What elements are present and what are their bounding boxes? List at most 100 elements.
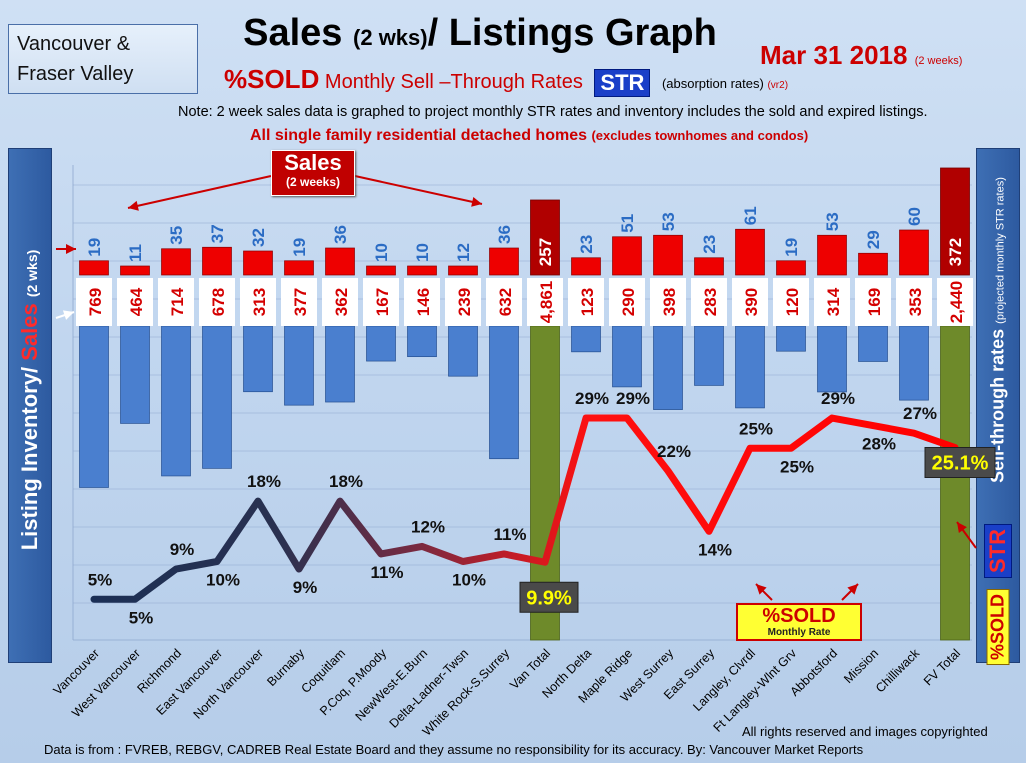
inventory-bar-12 [571,325,601,353]
inventory-bar-2 [161,325,191,477]
inventory-label-2: 714 [168,287,187,316]
region-line-1: Vancouver & [17,33,131,55]
inventory-label-box-21 [937,278,973,326]
str-label-15: 14% [698,540,732,559]
inventory-label-box-5 [281,278,317,326]
sales-bar-18 [817,234,847,276]
str-label-6: 18% [329,472,363,491]
inventory-label-16: 390 [742,288,761,316]
inventory-bar-15 [694,325,724,386]
str-label-14: 22% [657,442,691,461]
inventory-bar-5 [284,325,314,406]
title-period: (2 wks) [353,25,428,50]
str-label-4: 18% [247,472,281,491]
sales-bar-12 [571,257,601,276]
sales-arrow-right [354,175,483,205]
inventory-label-15: 283 [701,288,720,316]
region-box: Vancouver & Fraser Valley [8,24,198,94]
sales-callout: Sales (2 weeks) [271,150,355,196]
inventory-bar-13 [612,325,642,388]
sales-label-16: 61 [741,206,760,225]
report-date: Mar 31 2018 (2 weeks) [760,40,962,71]
sales-label-10: 36 [495,225,514,244]
inventory-bar-10 [489,325,519,460]
sales-label-15: 23 [700,235,719,254]
inventory-label-14: 398 [660,288,679,316]
inventory-bar-6 [325,325,355,403]
sales-label-2: 35 [167,226,186,245]
property-scope-main: All single family residential detached h… [250,127,587,144]
inventory-label-5: 377 [291,288,310,316]
inventory-label-box-9 [445,278,481,326]
total-sales-bar-21 [940,167,970,276]
inventory-label-box-1 [117,278,153,326]
date-period: (2 weeks) [914,55,963,67]
sales-bar-13 [612,236,642,276]
inventory-label-8: 146 [414,288,433,316]
total-bar-21 [940,325,970,641]
sales-bar-14 [653,234,683,276]
inventory-bar-16 [735,325,765,409]
sales-label-7: 10 [372,243,391,262]
inventory-bar-0 [79,325,109,488]
x-tick-9: Delta-Ladner-Twsn [387,646,472,731]
sales-bar-5 [284,260,314,276]
sales-arrow-right-head [471,196,482,207]
inventory-bar-19 [858,325,888,362]
sold-legend-title: %SOLD [762,605,836,627]
sales-bar-2 [161,248,191,276]
inventory-label-0: 769 [86,288,105,316]
inventory-label-9: 239 [455,288,474,316]
sales-bar-19 [858,252,888,276]
data-labels: 19 769 11 464 35 714 37 678 32 313 19 377 36 362 10 167… [76,206,996,627]
sales-label-11: 257 [536,238,555,266]
x-tick-21: FV Total [921,646,963,688]
str-label-16: 25% [739,419,773,438]
property-scope: All single family residential detached h… [250,127,808,145]
str-label-2: 9% [170,540,195,559]
inventory-bar-3 [202,325,232,469]
inventory-bar-1 [120,325,150,424]
inventory-label-box-18 [814,278,850,326]
inventory-bar-8 [407,325,437,358]
inventory-label-box-8 [404,278,440,326]
sales-bar-7 [366,265,396,276]
x-tick-4: North Vancouver [191,646,267,722]
sales-label-3: 37 [208,224,227,243]
callout-arrows [55,175,977,601]
sales-bar-20 [899,229,929,276]
inventory-label-box-3 [199,278,235,326]
sales-arrow-left-head [128,200,139,211]
region-line-2: Fraser Valley [17,63,134,85]
inventory-label-18: 314 [824,287,843,316]
inventory-label-box-15 [691,278,727,326]
sales-label-17: 19 [782,238,801,257]
str-total-box-21 [924,446,996,478]
date-text: Mar 31 2018 [760,40,908,70]
str-label-21: 25.1% [932,452,989,474]
sales-label-9: 12 [454,243,473,262]
inventory-label-7: 167 [373,288,392,316]
str-label-12: 29% [575,389,609,408]
inventory-label-box-11 [527,278,563,326]
sales-bar-8 [407,265,437,276]
left-sales-arrow-head [66,244,76,254]
sales-bar-6 [325,247,355,276]
inventory-label-box-7 [363,278,399,326]
inventory-label-20: 353 [906,288,925,316]
x-tick-8: NewWest-E.Burn [353,646,431,724]
inventory-label-box-16 [732,278,768,326]
inventory-bar-18 [817,325,847,393]
sales-label-8: 10 [413,243,432,262]
sales-callout-title: Sales [284,150,342,175]
inventory-bar-17 [776,325,806,352]
sales-label-18: 53 [823,212,842,231]
str-label-9: 10% [452,571,486,590]
copyright-note: All rights reserved and images copyright… [742,724,988,739]
sales-label-13: 51 [618,214,637,233]
str-label-8: 12% [411,517,445,536]
sales-label-0: 19 [85,238,104,257]
sold-legend-subtitle: Monthly Rate [767,627,831,638]
inventory-label-10: 632 [496,288,515,316]
